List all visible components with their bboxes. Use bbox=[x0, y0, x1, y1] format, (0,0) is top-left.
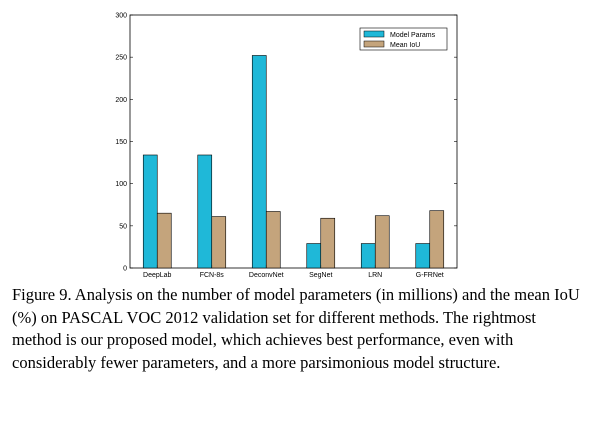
x-tick-label: SegNet bbox=[309, 272, 332, 279]
legend: Model Params Mean IoU bbox=[359, 27, 448, 51]
x-tick-label: FCN-8s bbox=[200, 272, 225, 279]
bar-mean-iou-g-frnet bbox=[429, 210, 445, 269]
bar-mean-iou-fcn-8s bbox=[211, 216, 227, 269]
figure-caption: Figure 9. Analysis on the number of mode… bbox=[12, 285, 580, 372]
x-tick-label: DeconvNet bbox=[249, 272, 284, 279]
bar-chart: 0 50 100 150 200 250 300 DeepLab FCN-8s DeconvNe… bbox=[115, 13, 458, 279]
bar-model-params-g-frnet bbox=[415, 243, 431, 269]
x-axis-labels: DeepLab FCN-8s DeconvNet SegNet LRN G-FRNet bbox=[143, 265, 444, 279]
bars-group bbox=[142, 55, 445, 269]
y-tick-label: 100 bbox=[115, 181, 127, 188]
bar-model-params-segnet bbox=[306, 243, 322, 269]
y-tick-label: 50 bbox=[119, 223, 127, 230]
y-tick-label: 300 bbox=[115, 13, 127, 20]
legend-swatch-mean-iou bbox=[363, 40, 385, 48]
bar-model-params-fcn-8s bbox=[197, 154, 213, 269]
bar-model-params-lrn bbox=[360, 243, 376, 269]
bar-mean-iou-deeplab bbox=[156, 212, 172, 269]
plot-area bbox=[129, 14, 458, 269]
y-tick-label: 150 bbox=[115, 139, 127, 146]
legend-label-mean-iou: Mean IoU bbox=[390, 42, 420, 49]
y-axis-ticks: 0 50 100 150 200 250 300 bbox=[115, 13, 457, 273]
legend-label-model-params: Model Params bbox=[390, 32, 436, 39]
bar-model-params-deconvnet bbox=[251, 55, 267, 269]
x-tick-label: DeepLab bbox=[143, 272, 172, 279]
y-tick-label: 200 bbox=[115, 97, 127, 104]
bar-mean-iou-deconvnet bbox=[265, 211, 281, 269]
x-tick-label: G-FRNet bbox=[416, 272, 444, 279]
legend-swatch-model-params bbox=[363, 30, 385, 38]
bar-mean-iou-segnet bbox=[320, 217, 336, 269]
y-tick-label: 0 bbox=[123, 266, 127, 273]
bar-mean-iou-lrn bbox=[374, 215, 390, 269]
bar-model-params-deeplab bbox=[142, 154, 158, 269]
y-tick-label: 250 bbox=[115, 55, 127, 62]
chart-svg: 0 50 100 150 200 250 300 DeepLab FCN-8s DeconvNe… bbox=[115, 13, 458, 279]
x-tick-label: LRN bbox=[368, 272, 382, 279]
